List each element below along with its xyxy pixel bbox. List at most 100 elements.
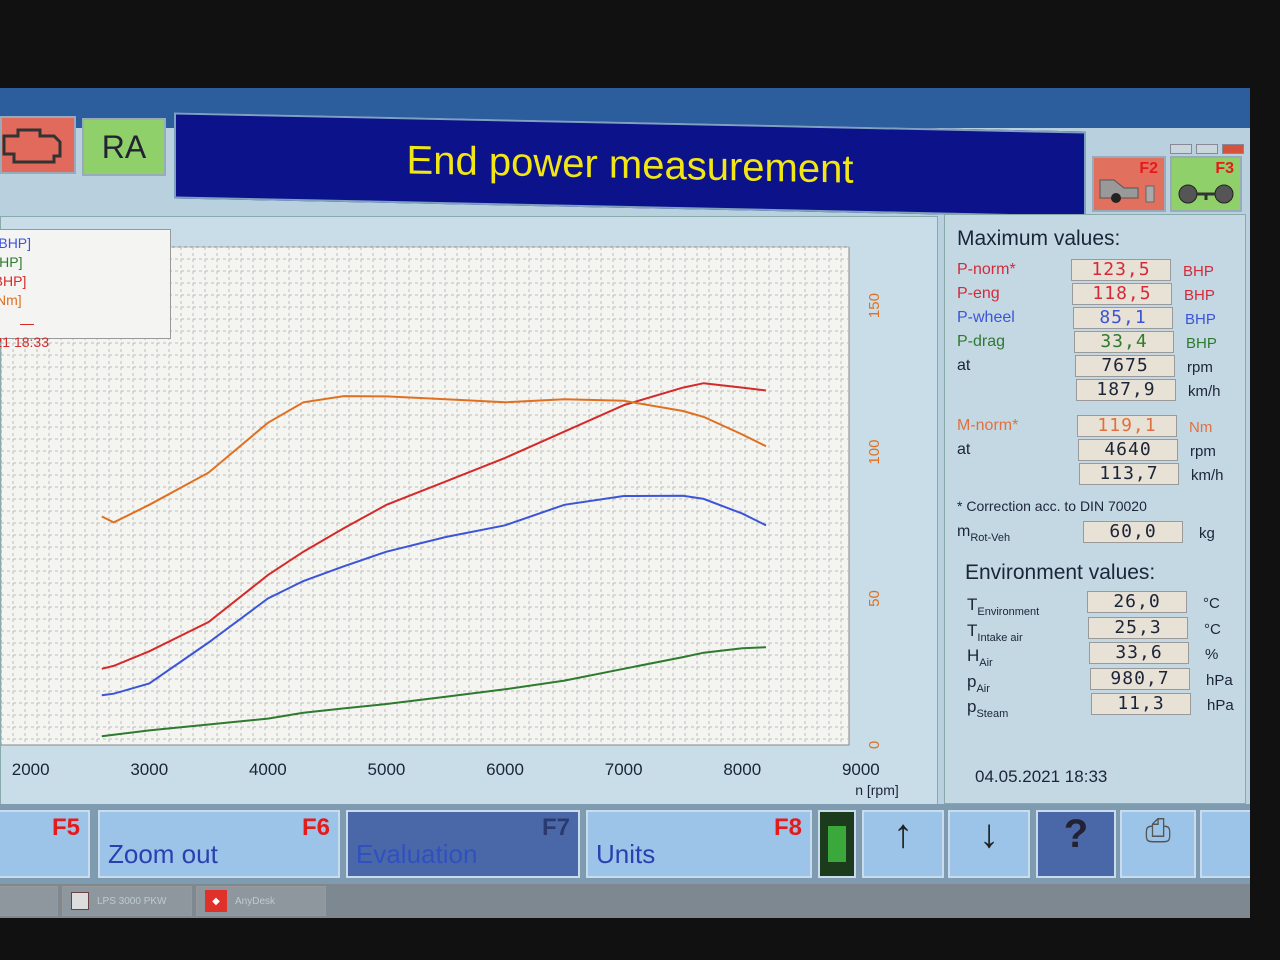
x-tick-label: 4000 — [249, 760, 287, 779]
env-row-label: TEnvironment — [967, 595, 1040, 618]
zoom-out-button[interactable]: F6 Zoom out — [98, 810, 340, 878]
max-row-label: P-wheel — [957, 309, 1015, 326]
taskbar: LPS 3000 PKW ◆ AnyDesk — [0, 884, 1250, 918]
units-button[interactable]: F8 Units — [586, 810, 812, 878]
arrow-up-icon: ↑ — [893, 812, 913, 856]
page-title: End power measurement — [174, 112, 1086, 218]
env-row-unit: °C — [1203, 595, 1220, 612]
status-indicator — [818, 810, 856, 878]
green-light-icon — [828, 826, 846, 862]
env-row-unit: °C — [1204, 620, 1221, 638]
env-values-title: Environment values: — [965, 561, 1156, 584]
legend-item: P-drag [BHP] — [0, 254, 23, 270]
max-row-value: 118,5 — [1072, 283, 1172, 305]
max-row-unit: Nm — [1189, 419, 1213, 436]
print-button[interactable]: ⎙ — [1120, 810, 1196, 878]
dyno-app-window: RA End power measurement F2 F3 2000 3000 4… — [0, 88, 1250, 918]
lps-app-icon — [71, 892, 89, 910]
close-button[interactable] — [1222, 144, 1244, 154]
x-tick-label: 5000 — [368, 760, 406, 779]
f2-vehicle-button[interactable]: F2 — [1092, 156, 1166, 212]
taskbar-start[interactable] — [0, 886, 58, 916]
x-tick-label: 9000 — [842, 760, 880, 779]
taskbar-anydesk[interactable]: ◆ AnyDesk — [196, 886, 326, 916]
max-row-unit: rpm — [1187, 359, 1213, 376]
legend-item: P-wheel [BHP] — [0, 235, 32, 251]
max-values-title: Maximum values: — [957, 227, 1121, 250]
max-row-unit: km/h — [1188, 383, 1221, 400]
correction-note: * Correction acc. to DIN 70020 — [957, 498, 1147, 514]
max-row-unit: BHP — [1185, 311, 1216, 328]
x-tick-label: 2000 — [12, 760, 50, 779]
mass-value: 60,0 — [1083, 521, 1183, 543]
evaluation-button[interactable]: F7 Evaluation — [346, 810, 580, 878]
taskbar-lps-app[interactable]: LPS 3000 PKW — [62, 886, 192, 916]
window-controls — [1170, 144, 1244, 154]
x-axis-label: n [rpm] — [855, 782, 899, 798]
env-row-unit: hPa — [1206, 671, 1233, 689]
max-row-label: P-eng — [957, 285, 1000, 302]
env-row-value: 33,6 — [1089, 642, 1189, 664]
env-row-label: HAir — [967, 646, 993, 669]
timestamp: 04.05.2021 18:33 — [975, 767, 1108, 786]
maximize-button[interactable] — [1196, 144, 1218, 154]
help-icon: ? — [1063, 812, 1089, 856]
max-row-label: M-norm* — [957, 417, 1019, 434]
minimize-button[interactable] — [1170, 144, 1192, 154]
chart-legend: P-wheel [BHP] P-drag [BHP] P-norm [BHP] … — [0, 229, 171, 350]
anydesk-icon: ◆ — [205, 890, 227, 912]
max-row-label: P-norm* — [957, 261, 1016, 278]
legend-item: M-norm [Nm] — [0, 292, 22, 308]
max-row-unit: BHP — [1186, 335, 1217, 352]
max-row-unit: BHP — [1183, 263, 1214, 280]
f3-key-label: F3 — [1215, 160, 1234, 177]
power-chart-panel: 2000 3000 4000 5000 6000 7000 8000 9000 0 50 100 15… — [0, 216, 938, 806]
mass-label: mRot-Veh — [957, 523, 1011, 544]
engine-button[interactable] — [0, 116, 76, 174]
max-row-value: 187,9 — [1076, 379, 1176, 401]
y-tick-label: 0 — [866, 741, 883, 749]
series-line-p-wheel — [101, 494, 767, 697]
x-tick-label: 8000 — [723, 760, 761, 779]
x-tick-label: 6000 — [486, 760, 524, 779]
engine-icon — [2, 128, 62, 164]
function-bar: F5 F6 Zoom out F7 Evaluation F8 Units ↑ ↓ ?… — [0, 804, 1250, 884]
env-row-value: 26,0 — [1087, 591, 1187, 613]
max-row-label: P-drag — [957, 333, 1006, 350]
printer-icon: ⎙ — [1145, 812, 1171, 848]
env-row-label: pAir — [967, 671, 990, 695]
series-line-m-norm — [101, 395, 767, 524]
scroll-down-button[interactable]: ↓ — [948, 810, 1030, 878]
ra-button[interactable]: RA — [82, 118, 166, 176]
f2-key-label: F2 — [1139, 160, 1158, 177]
max-row-value: 7675 — [1075, 355, 1175, 377]
max-row-value: 113,7 — [1079, 463, 1179, 485]
axle-icon — [1178, 184, 1234, 204]
max-row-unit: rpm — [1190, 443, 1216, 460]
scroll-up-button[interactable]: ↑ — [862, 810, 944, 878]
max-row-unit: km/h — [1191, 467, 1224, 484]
f3-axle-button[interactable]: F3 — [1170, 156, 1242, 212]
max-row-value: 119,1 — [1077, 415, 1177, 437]
max-row-value: 123,5 — [1071, 259, 1171, 281]
env-row-unit: % — [1205, 646, 1219, 663]
max-row-value: 33,4 — [1074, 331, 1174, 353]
series-line-p-norm — [101, 382, 767, 670]
help-button[interactable]: ? — [1036, 810, 1116, 878]
y-tick-label: 100 — [866, 440, 883, 465]
max-row-value: 4640 — [1078, 439, 1178, 461]
max-row-unit: BHP — [1184, 287, 1215, 304]
mass-unit: kg — [1199, 525, 1215, 542]
env-row-unit: hPa — [1207, 697, 1234, 714]
max-row-label: at — [957, 441, 971, 458]
x-tick-label: 7000 — [605, 760, 643, 779]
env-row-label: pSteam — [967, 697, 1009, 720]
arrow-down-icon: ↓ — [979, 812, 999, 856]
values-panel: Maximum values: P-norm* 123,5 BHP P-eng 1… — [944, 214, 1246, 804]
f5-button[interactable]: F5 — [0, 810, 90, 878]
env-row-label: TIntake air — [967, 620, 1023, 644]
legend-item: P-norm [BHP] — [0, 273, 27, 289]
y-tick-label: 150 — [866, 293, 883, 318]
x-tick-label: 3000 — [130, 760, 168, 779]
exit-button[interactable] — [1200, 810, 1250, 878]
